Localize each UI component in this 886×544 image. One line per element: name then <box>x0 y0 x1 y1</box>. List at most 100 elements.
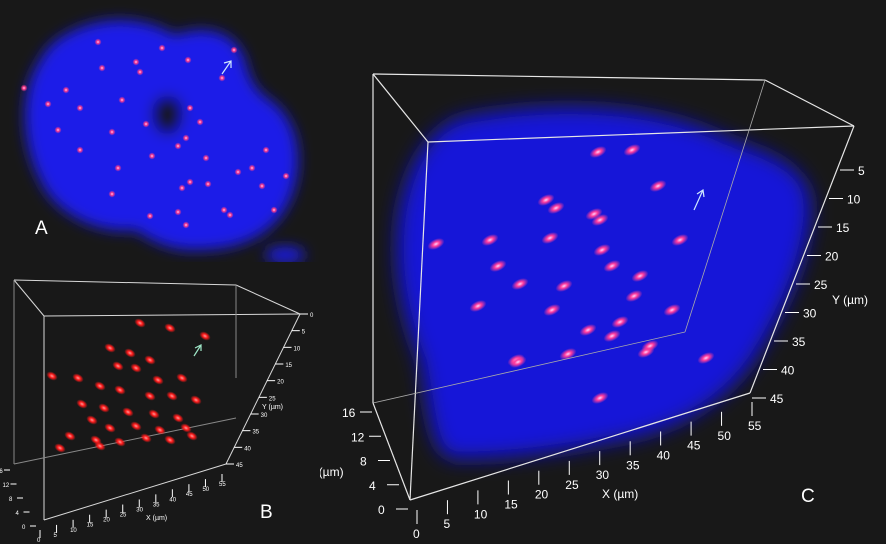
spot <box>671 234 689 246</box>
x-axis-b-tick-label: 40 <box>169 497 176 503</box>
box-frame-b <box>13 279 301 521</box>
y-axis-c-tick-label: 25 <box>814 278 828 292</box>
spot <box>176 373 188 383</box>
spot <box>144 391 156 401</box>
spot <box>148 409 160 419</box>
spot <box>132 58 140 66</box>
spot <box>108 128 116 136</box>
y-axis-b-tick-label: 30 <box>261 413 268 419</box>
x-axis-c-tick-label: 45 <box>687 439 701 453</box>
y-axis-b-tick-label: 40 <box>244 446 251 452</box>
x-axis-b-tick-label: 50 <box>202 487 209 493</box>
y-axis-label-c: Y (µm) <box>832 293 868 307</box>
spot <box>166 391 178 401</box>
spot <box>186 178 194 186</box>
z-axis-c-tick-label: 0 <box>378 503 385 517</box>
spot <box>72 373 84 383</box>
spot <box>104 423 116 433</box>
panel-letter-b: B <box>260 502 273 523</box>
spot <box>130 421 142 431</box>
spot <box>164 435 176 445</box>
x-axis-b-tick-label: 55 <box>219 482 226 488</box>
spot <box>202 154 210 162</box>
spot <box>262 146 270 154</box>
spot <box>631 270 649 282</box>
z-axis-c-tick-label: 16 <box>342 406 356 420</box>
x-axis-b-tick-label: 5 <box>54 533 58 539</box>
spot <box>218 74 226 82</box>
z-axis-b-tick-label: 4 <box>16 511 20 517</box>
spot <box>204 180 212 188</box>
spot <box>144 355 156 365</box>
spots-b <box>46 318 211 453</box>
nucleus-c <box>396 107 811 459</box>
spot <box>199 331 211 341</box>
spot <box>625 290 643 302</box>
box-frame-c <box>372 73 855 501</box>
spot <box>94 381 106 391</box>
x-axis-b-tick-label: 25 <box>120 513 127 519</box>
spot <box>62 86 70 94</box>
y-axis-label-b: Y (µm) <box>262 404 283 411</box>
spot <box>230 46 238 54</box>
z-axis-b-tick-label: 0 <box>22 525 26 531</box>
spot <box>94 441 106 451</box>
y-axis-c-tick-label: 45 <box>770 392 784 406</box>
y-axis-c-tick-label: 35 <box>792 335 806 349</box>
spot <box>537 194 555 206</box>
y-axis-b-tick-label: 45 <box>236 463 243 469</box>
spot <box>140 433 152 443</box>
spot <box>555 280 573 292</box>
spot <box>611 316 629 328</box>
spot <box>489 260 507 272</box>
x-axis-b-tick-label: 35 <box>153 502 160 508</box>
spot <box>76 146 84 154</box>
z-axis-c-tick-label: 8 <box>360 455 367 469</box>
spot <box>130 363 142 373</box>
spot <box>182 134 190 142</box>
spots-c <box>427 144 715 404</box>
spot <box>184 56 192 64</box>
y-axis-c-tick-label: 20 <box>825 250 839 264</box>
spot <box>122 407 134 417</box>
spot <box>196 118 204 126</box>
spot <box>180 423 192 433</box>
x-axis-c-tick-label: 35 <box>626 458 640 472</box>
spot <box>174 142 182 150</box>
nucleus-a <box>25 20 305 262</box>
x-axis-c-tick-label: 0 <box>413 527 420 541</box>
spot <box>118 96 126 104</box>
spot <box>559 348 577 360</box>
spot <box>623 144 641 156</box>
spot <box>46 371 58 381</box>
spot <box>76 399 88 409</box>
x-axis-c-tick-label: 5 <box>443 517 450 531</box>
spot <box>190 395 202 405</box>
spot <box>182 221 190 229</box>
panel-b-3d-plot: 0510152025303540455055051015202530354045… <box>0 279 314 544</box>
x-axis-c-tick-label: 15 <box>504 498 518 512</box>
spot <box>98 403 110 413</box>
spot <box>54 443 66 453</box>
spot <box>282 172 290 180</box>
spot <box>142 120 150 128</box>
x-axis-b-tick-label: 45 <box>186 492 193 498</box>
spot <box>64 431 76 441</box>
spot <box>593 244 611 256</box>
x-axis-label-c: X (µm) <box>602 487 638 501</box>
y-axis-c-tick-label: 40 <box>781 364 795 378</box>
spot <box>543 304 561 316</box>
spot <box>108 190 116 198</box>
spot <box>248 164 256 172</box>
spot <box>98 64 106 72</box>
spot <box>86 415 98 425</box>
spot <box>104 343 116 353</box>
x-axis-c-tick-label: 30 <box>596 468 610 482</box>
x-axis-b-tick-label: 15 <box>87 523 94 529</box>
spot <box>270 206 278 214</box>
spot <box>591 214 609 226</box>
spot <box>94 38 102 46</box>
spot <box>154 425 166 435</box>
spot <box>136 68 144 76</box>
z-axis-b-tick-label: 16 <box>0 469 3 475</box>
